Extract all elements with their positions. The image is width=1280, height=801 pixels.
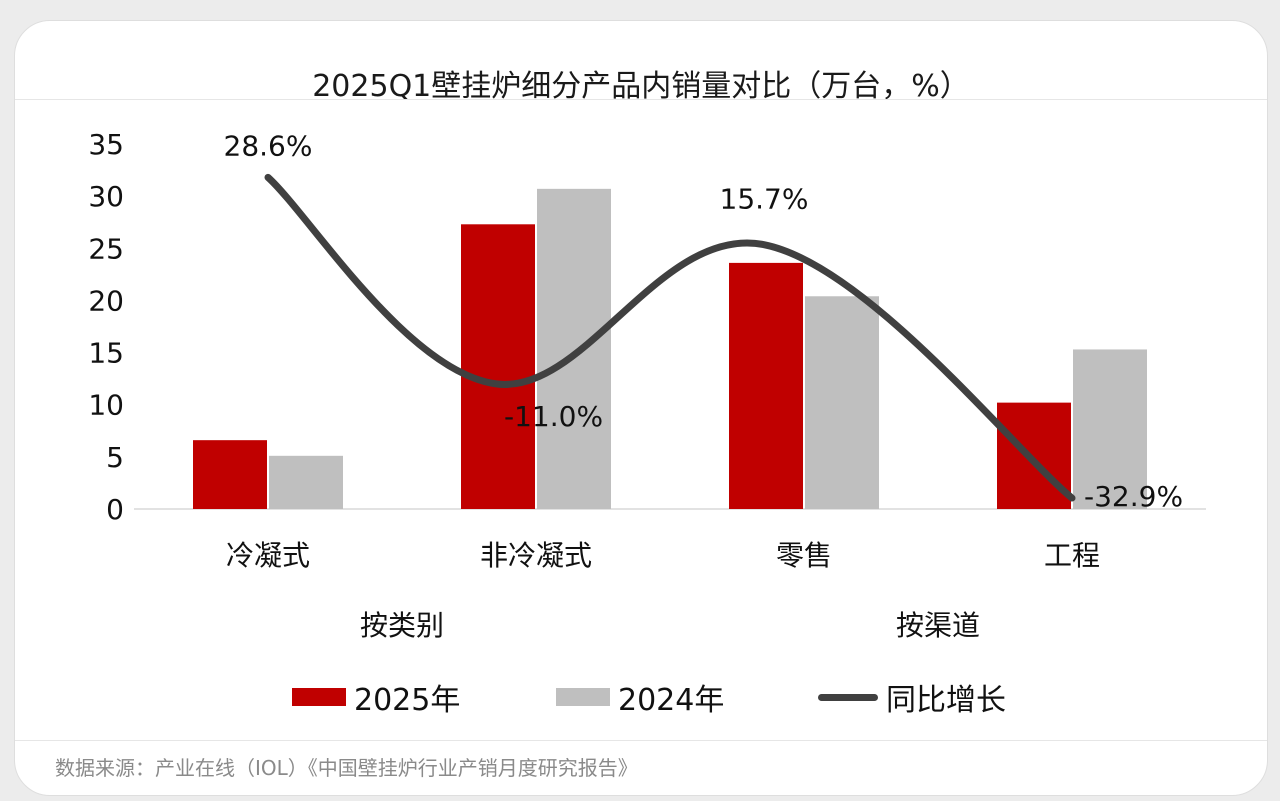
growth-data-label: 15.7% (720, 183, 809, 216)
bar-2024 (805, 296, 879, 509)
growth-line (264, 173, 1076, 502)
legend-item-2024: 2024年 (556, 672, 724, 722)
legend-label-2025: 2025年 (354, 683, 461, 718)
y-tick-label: 10 (88, 389, 124, 422)
growth-data-label: 28.6% (224, 129, 313, 162)
source-divider (15, 740, 1267, 741)
y-tick-label: 25 (88, 232, 124, 265)
y-tick-label: 20 (88, 284, 124, 317)
y-tick-label: 35 (88, 128, 124, 161)
legend-label-growth: 同比增长 (886, 683, 1006, 718)
y-tick-label: 0 (106, 493, 124, 526)
bar-2025 (997, 402, 1071, 509)
x-tick-label: 工程 (1044, 539, 1100, 572)
bar-2025 (193, 440, 267, 509)
x-tick-label: 冷凝式 (226, 539, 310, 572)
legend-swatch-2025 (292, 688, 346, 706)
title-divider (15, 99, 1267, 100)
x-group-label: 按渠道 (896, 609, 980, 642)
growth-data-label: -11.0% (504, 400, 603, 433)
bar-2025 (729, 262, 803, 509)
bar-2024 (269, 455, 343, 509)
x-tick-label: 非冷凝式 (480, 539, 592, 572)
legend-swatch-2024 (556, 688, 610, 706)
chart-title: 2025Q1壁挂炉细分产品内销量对比（万台，%） (312, 69, 970, 104)
y-tick-label: 30 (88, 180, 124, 213)
legend-item-growth: 同比增长 (818, 672, 1006, 722)
bar-2024 (537, 188, 611, 510)
chart-legend: 2025年 2024年 同比增长 (0, 672, 1280, 722)
growth-data-label: -32.9% (1084, 480, 1183, 513)
x-tick-label: 零售 (776, 539, 832, 572)
y-tick-label: 15 (88, 337, 124, 370)
legend-swatch-growth (818, 693, 878, 701)
legend-label-2024: 2024年 (618, 683, 725, 718)
bar-2024 (1073, 349, 1147, 509)
y-tick-label: 5 (106, 441, 124, 474)
source-note: 数据来源：产业在线（IOL）《中国壁挂炉行业产销月度研究报告》 (55, 756, 638, 780)
bar-2025 (461, 224, 535, 510)
x-group-label: 按类别 (360, 609, 444, 642)
legend-item-2025: 2025年 (292, 672, 460, 722)
